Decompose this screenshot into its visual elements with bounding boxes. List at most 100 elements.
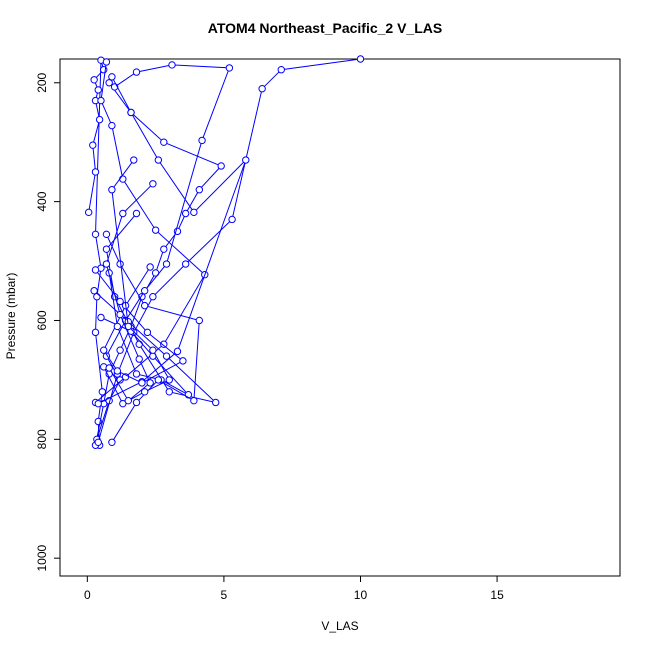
y-tick-label: 600 [35,310,49,330]
series-layer [84,55,365,449]
data-point [154,156,163,164]
data-point [102,230,111,239]
data-point [154,376,163,384]
data-point [140,388,149,396]
data-point [356,55,365,63]
data-point [165,376,173,384]
data-point [94,399,102,408]
data-point [132,68,141,76]
data-point [94,438,102,446]
data-point [165,388,173,396]
data-point [108,121,116,130]
data-point [95,115,104,124]
data-point [84,208,93,217]
data-point [119,209,127,218]
data-point [140,301,149,310]
data-point [94,86,102,94]
data-point [132,209,141,218]
data-point [242,156,250,164]
data-point [195,316,204,325]
data-point [135,340,143,348]
series-line [100,272,189,396]
data-point [119,175,127,183]
data-point [138,379,146,387]
series-line [97,76,247,405]
data-point [89,141,97,149]
data-point [108,73,116,81]
data-point [162,352,171,360]
data-point [100,346,108,354]
data-point [149,346,157,354]
data-point [105,79,113,87]
data-point [168,61,176,69]
data-point [198,136,206,145]
series-line [97,58,361,443]
data-point [140,287,149,295]
data-point [179,357,187,365]
data-point [102,352,111,360]
data-point [143,328,152,337]
y-tick-label: 400 [35,191,49,211]
y-tick-label: 800 [35,429,49,449]
data-point [160,340,168,348]
data-point [258,85,266,93]
data-point [113,367,122,375]
y-axis: 200 400 600 800 1000 [35,72,61,572]
data-point [151,226,160,234]
data-point [132,370,141,378]
data-point [91,266,100,274]
plot-frame [59,58,621,577]
data-point [102,245,111,253]
data-point [98,388,107,396]
data-point [124,396,132,405]
data-point [181,260,190,268]
data-point [116,346,124,354]
data-point [146,379,154,387]
y-tick-label: 200 [35,72,49,92]
data-point [160,138,168,146]
data-point [93,293,101,301]
data-point [190,396,198,405]
data-point [90,287,98,295]
data-point [173,347,182,356]
data-point [127,108,135,117]
data-point [132,398,141,407]
y-tick-label: 1000 [35,545,49,572]
series-line [105,183,154,402]
data-point [212,398,220,407]
data-point [116,297,124,306]
data-point [102,260,111,268]
data-point [225,64,234,72]
series-line [88,60,105,446]
data-point [102,58,111,66]
x-tick-label: 5 [221,588,228,602]
data-point [135,355,143,363]
data-point [160,245,168,253]
data-point [97,313,105,322]
data-point [119,399,127,408]
x-tick-label: 0 [84,588,91,602]
data-point [91,328,100,337]
data-point [195,186,204,194]
data-point [90,76,98,84]
series-line [105,234,200,443]
data-point [277,65,285,74]
data-point [228,215,236,224]
data-point [146,263,154,271]
data-point [116,376,124,384]
data-point [91,230,100,239]
chart-title: ATOM4 Northeast_Pacific_2 V_LAS [207,20,443,36]
data-point [116,310,124,319]
data-point [97,96,105,105]
data-point [91,168,100,176]
data-point [108,438,116,446]
x-tick-label: 10 [354,588,368,602]
x-axis: 0 5 10 15 [84,575,504,602]
x-tick-label: 15 [490,588,504,602]
data-point [130,156,138,164]
x-axis-label: V_LAS [321,619,359,633]
data-point [162,260,171,268]
data-point [190,208,198,217]
data-point [108,186,116,194]
